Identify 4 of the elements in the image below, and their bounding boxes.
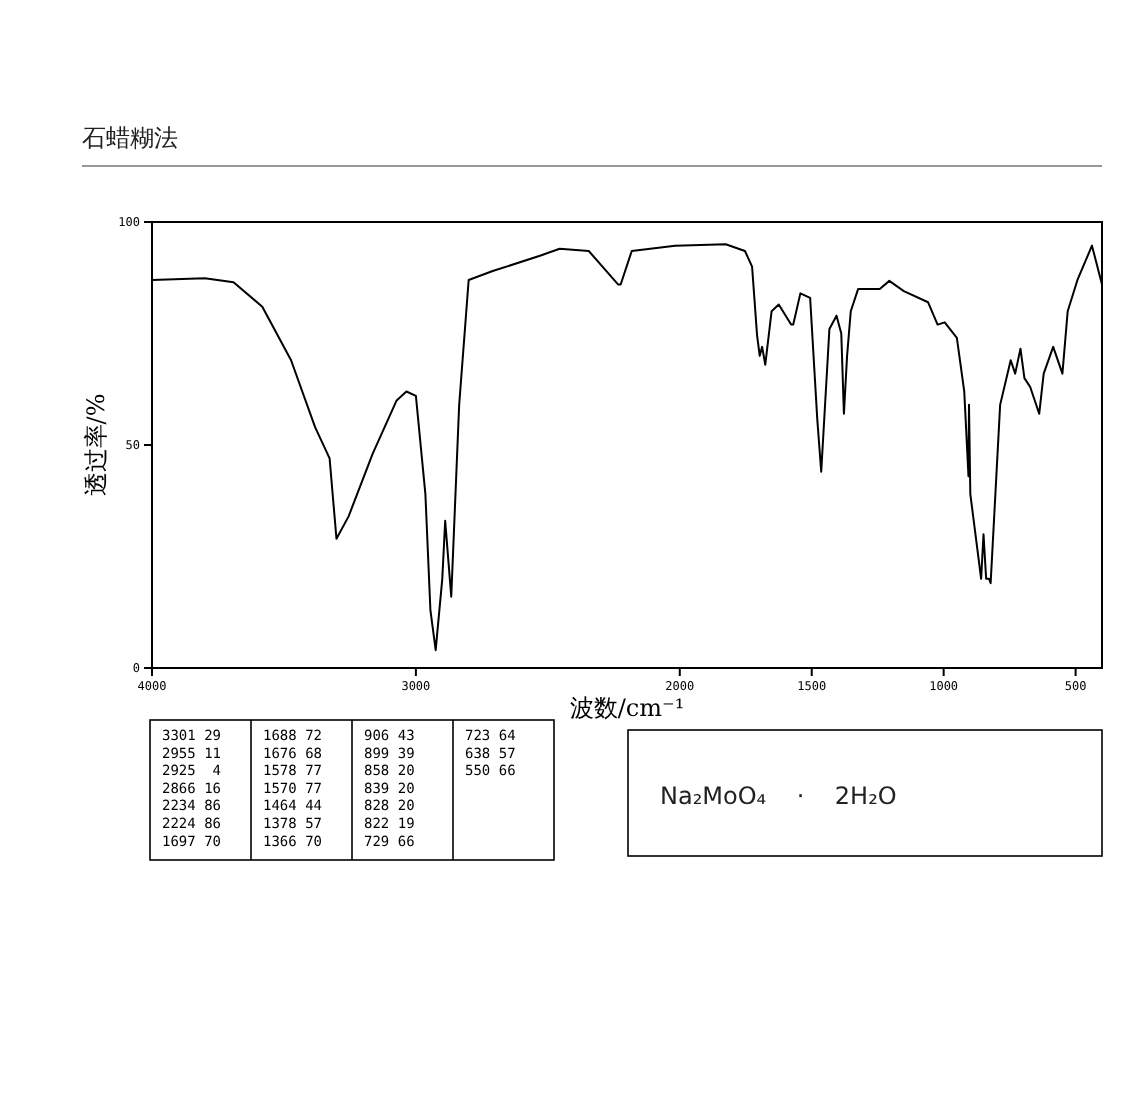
text: Na₂MoO₄ · 2H₂O bbox=[660, 782, 897, 810]
x-axis-title: 波数/cm⁻¹ bbox=[569, 694, 685, 722]
chart-title: 石蜡糊法 bbox=[82, 124, 178, 152]
y-axis-title: 透过率/% bbox=[82, 393, 110, 497]
